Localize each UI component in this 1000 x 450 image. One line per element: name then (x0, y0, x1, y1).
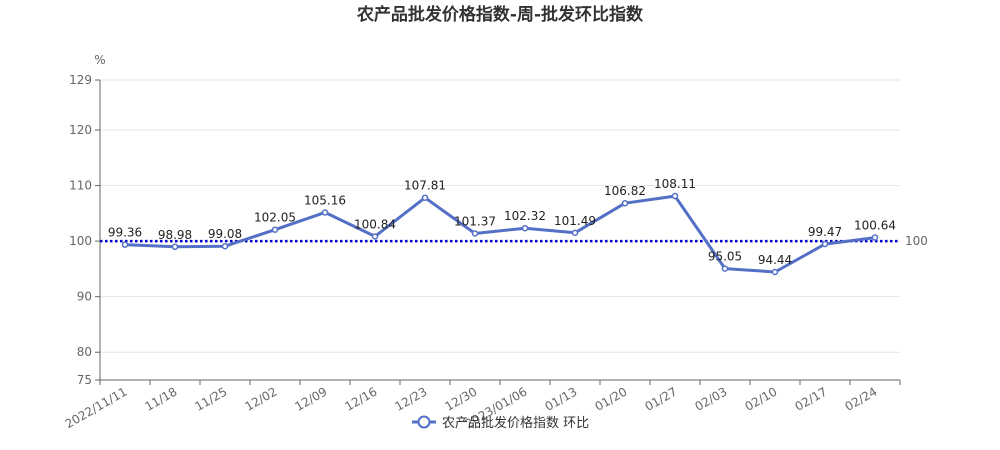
x-tick-label: 2022/11/11 (63, 384, 130, 431)
data-point[interactable] (221, 242, 229, 250)
data-point[interactable] (471, 230, 479, 237)
data-point[interactable] (421, 194, 429, 201)
x-tick-label: 11/18 (143, 384, 180, 413)
x-tick-label: 02/17 (793, 384, 830, 413)
data-label: 99.47 (808, 225, 842, 239)
data-label: 100.64 (854, 219, 896, 233)
y-tick-label: 90 (77, 290, 92, 304)
y-tick-label: 75 (77, 373, 92, 387)
x-tick-label: 02/10 (743, 384, 780, 413)
data-point[interactable] (671, 192, 679, 200)
y-tick-label: 110 (69, 179, 92, 193)
data-point[interactable] (821, 240, 829, 248)
y-tick-label: 80 (77, 345, 92, 359)
data-point[interactable] (721, 265, 729, 272)
legend-marker[interactable] (417, 415, 431, 429)
data-point[interactable] (121, 241, 129, 248)
data-point[interactable] (771, 268, 779, 276)
x-tick-label: 02/24 (843, 384, 880, 413)
y-axis: 75 80 90 100 110 120 129 (69, 73, 101, 387)
data-point[interactable] (321, 209, 329, 216)
legend-label[interactable]: 农产品批发价格指数 环比 (442, 415, 589, 431)
data-label: 100.84 (354, 217, 396, 231)
data-point[interactable] (271, 226, 279, 233)
x-tick-label: 12/16 (343, 384, 380, 413)
data-label: 99.36 (108, 226, 142, 240)
series-group (121, 192, 879, 276)
reference-line-group: 100 (100, 234, 928, 248)
x-tick-label: 12/09 (293, 384, 330, 413)
data-label: 102.32 (504, 209, 546, 223)
data-label: 107.81 (404, 179, 446, 193)
data-point[interactable] (521, 224, 529, 232)
data-label: 108.11 (654, 177, 696, 191)
y-tick-label: 100 (69, 234, 92, 248)
x-tick-label: 01/27 (643, 384, 680, 413)
y-axis-unit: % (94, 53, 105, 67)
grid-lines (100, 79, 900, 353)
x-tick-label: 12/02 (243, 384, 280, 413)
data-labels: 99.36 98.98 99.08 102.05 105.16 100.84 107.81 1… (108, 177, 896, 267)
data-label: 94.44 (758, 253, 792, 267)
x-tick-label: 12/30 (443, 384, 480, 413)
legend[interactable]: 农产品批发价格指数 环比 (412, 415, 589, 431)
data-point[interactable] (871, 234, 879, 241)
data-label: 105.16 (304, 193, 346, 207)
reference-line-label: 100 (905, 234, 928, 248)
data-label: 95.05 (708, 250, 742, 264)
y-tick-label: 129 (69, 73, 92, 87)
chart-title: 农产品批发价格指数-周-批发环比指数 (356, 4, 644, 25)
data-point[interactable] (571, 229, 579, 237)
x-tick-label: 02/03 (693, 384, 730, 413)
data-label: 101.37 (454, 215, 496, 229)
data-label: 98.98 (158, 228, 192, 242)
data-point[interactable] (171, 243, 179, 251)
data-label: 101.49 (554, 214, 596, 228)
data-label: 102.05 (254, 211, 296, 225)
y-tick-label: 120 (69, 123, 92, 137)
x-tick-label: 01/13 (543, 384, 580, 413)
series-line (124, 194, 876, 274)
x-tick-label: 01/20 (593, 384, 630, 413)
x-tick-label: 11/25 (193, 384, 230, 413)
data-point[interactable] (371, 233, 379, 240)
data-label: 99.08 (208, 227, 242, 241)
data-point[interactable] (621, 199, 629, 207)
data-label: 106.82 (604, 184, 646, 198)
x-tick-label: 12/23 (393, 384, 430, 413)
